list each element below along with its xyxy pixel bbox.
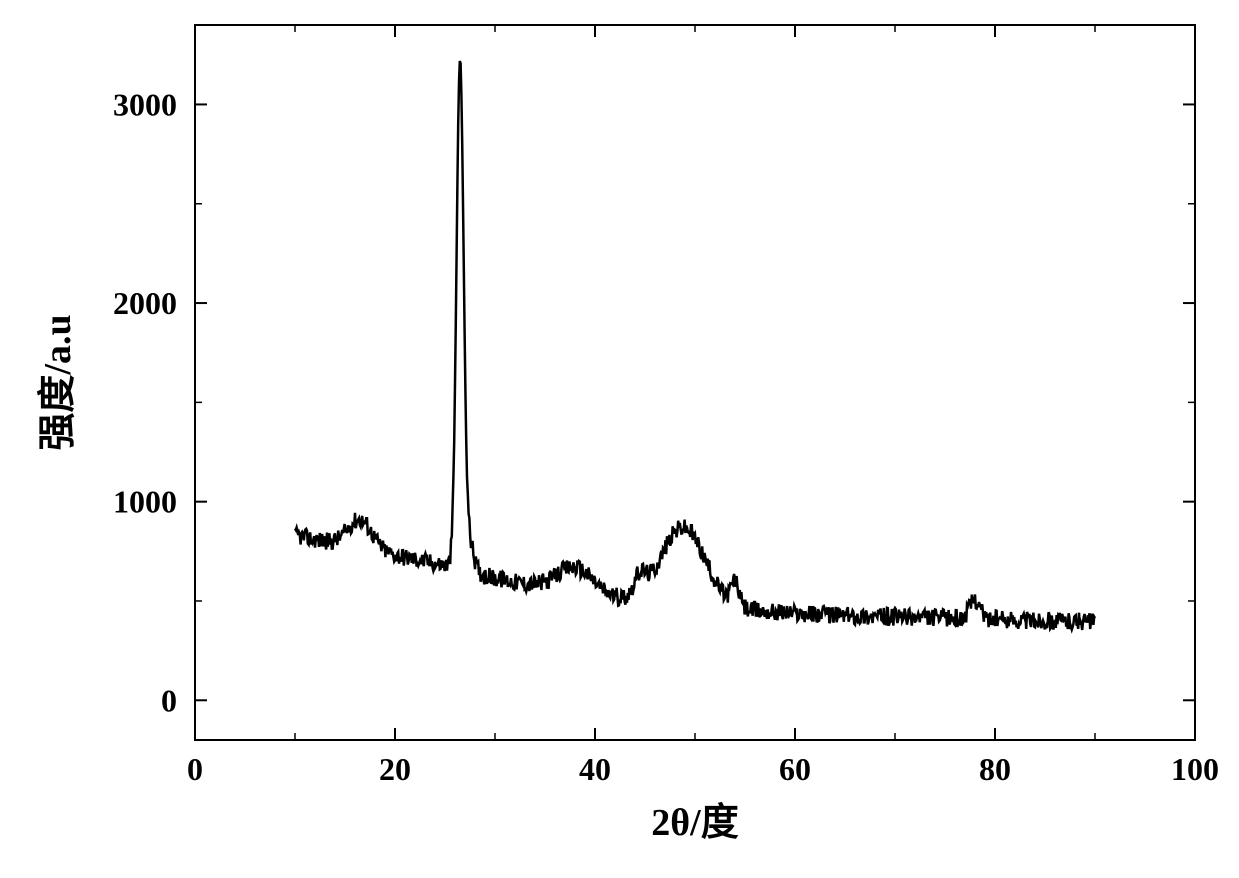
svg-text:60: 60 bbox=[779, 751, 811, 787]
xrd-trace bbox=[295, 61, 1095, 630]
svg-text:80: 80 bbox=[979, 751, 1011, 787]
svg-text:2θ/度: 2θ/度 bbox=[651, 802, 738, 844]
svg-text:3000: 3000 bbox=[113, 86, 177, 122]
svg-text:1000: 1000 bbox=[113, 484, 177, 520]
svg-text:20: 20 bbox=[379, 751, 411, 787]
svg-text:2000: 2000 bbox=[113, 285, 177, 321]
svg-text:40: 40 bbox=[579, 751, 611, 787]
svg-text:0: 0 bbox=[187, 751, 203, 787]
svg-text:强度/a.u: 强度/a.u bbox=[37, 314, 79, 450]
svg-text:0: 0 bbox=[161, 682, 177, 718]
chart-svg: 02040608010001000200030002θ/度强度/a.u bbox=[0, 0, 1239, 878]
xrd-chart: 02040608010001000200030002θ/度强度/a.u bbox=[0, 0, 1239, 878]
svg-text:100: 100 bbox=[1171, 751, 1219, 787]
